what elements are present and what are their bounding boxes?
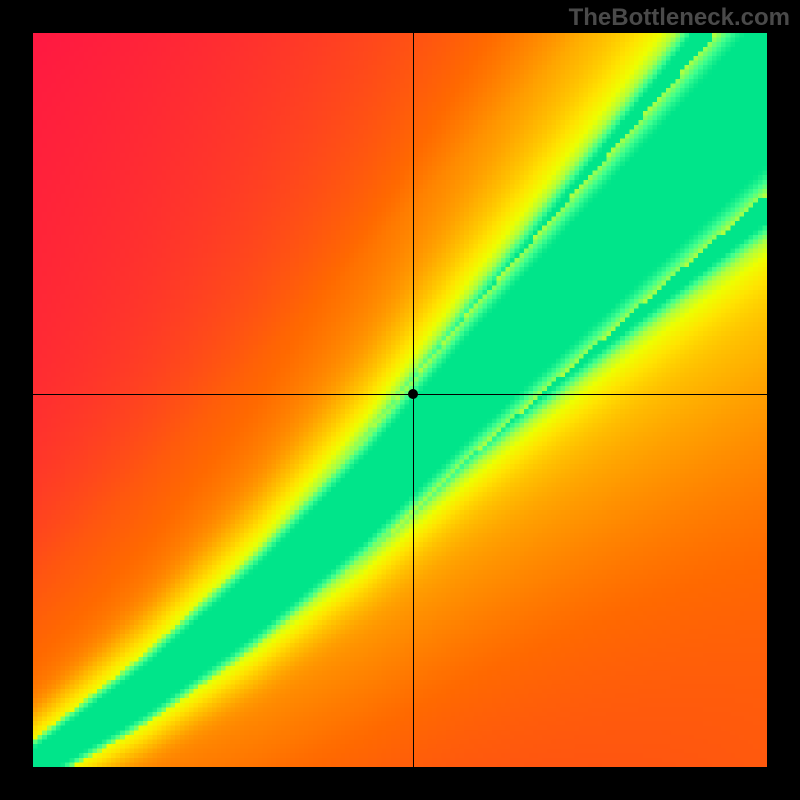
heatmap-canvas bbox=[33, 33, 767, 767]
watermark-text: TheBottleneck.com bbox=[569, 4, 790, 32]
chart-container: TheBottleneck.com bbox=[0, 0, 800, 800]
crosshair-horizontal bbox=[33, 394, 767, 395]
crosshair-vertical bbox=[413, 33, 414, 767]
